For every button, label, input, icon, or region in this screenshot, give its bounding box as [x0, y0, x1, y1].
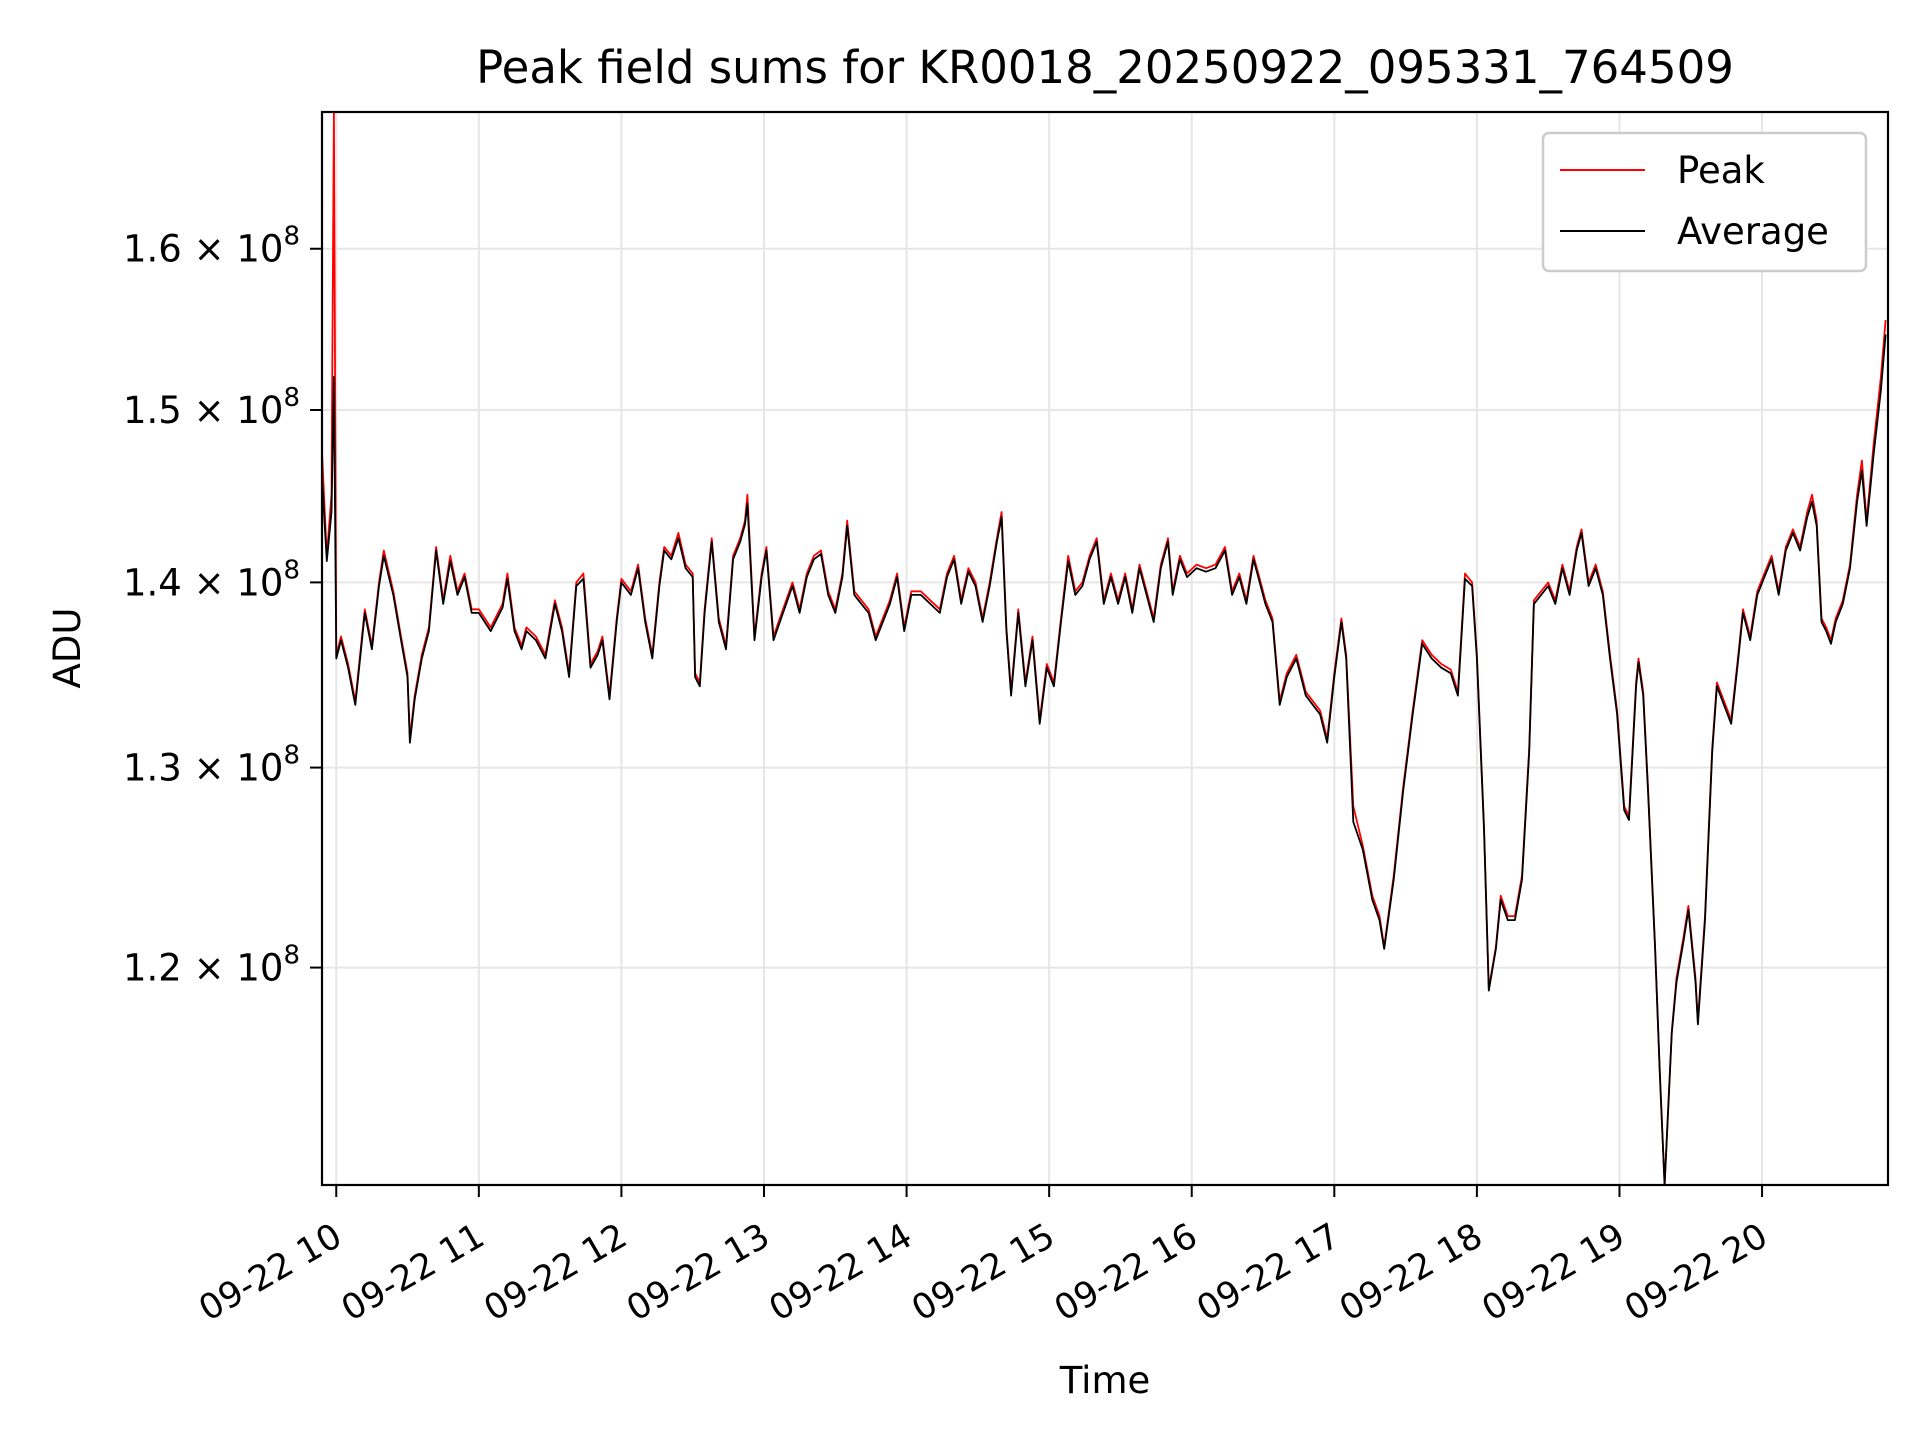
legend-label-average: Average: [1677, 210, 1829, 253]
x-axis-label: Time: [1059, 1359, 1151, 1402]
y-tick-label: 1.2 × 108: [123, 941, 300, 990]
y-tick-label: 1.5 × 108: [123, 383, 300, 432]
series-line-average: [322, 334, 1887, 1185]
legend-box: [1541, 131, 1868, 273]
series-lines: [322, 112, 1887, 1185]
y-axis: 1.2 × 108 1.3 × 108 1.4 × 108 1.5 × 108 1.6 …: [123, 222, 322, 990]
y-tick-label: 1.6 × 108: [123, 222, 300, 271]
plot-frame: [320, 110, 1890, 1187]
y-tick-label: 1.4 × 108: [123, 555, 300, 604]
grid-lines: [322, 112, 1888, 1185]
y-tick-label: 1.3 × 108: [123, 741, 300, 790]
legend-label-peak: Peak: [1677, 149, 1765, 192]
legend: Peak Average: [1541, 131, 1868, 273]
y-axis-label: ADU: [46, 608, 89, 689]
chart-title: Peak field sums for KR0018_20250922_0953…: [476, 41, 1734, 94]
